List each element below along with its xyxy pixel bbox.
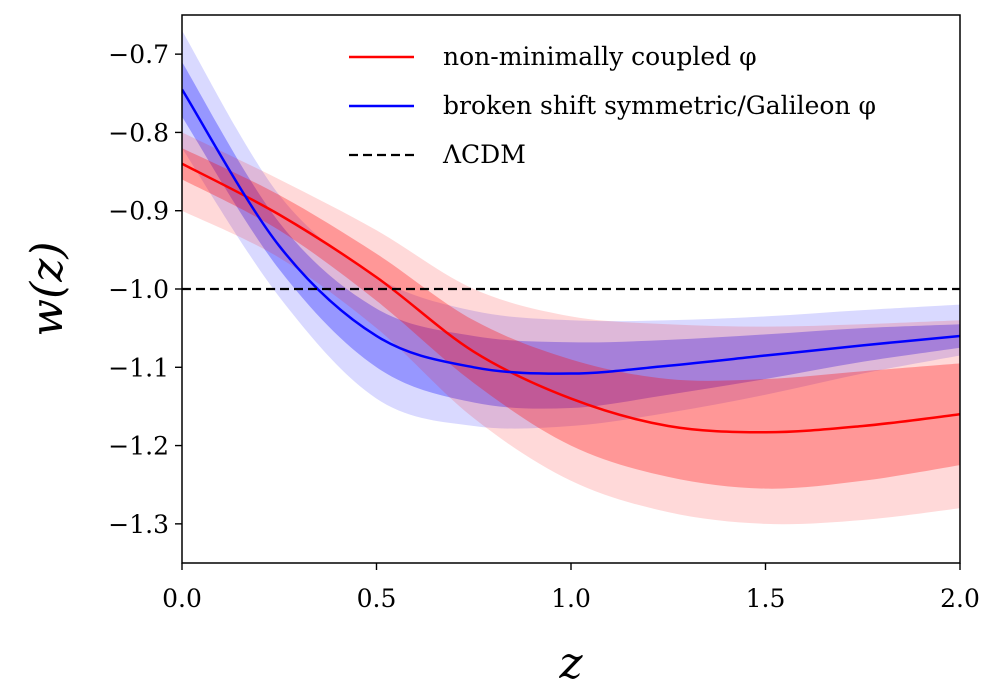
x-tick-label: 0.5 <box>357 584 397 613</box>
y-tick-label: −0.9 <box>108 197 169 226</box>
y-tick-label: −1.0 <box>108 275 169 304</box>
x-tick-label: 1.0 <box>551 584 591 613</box>
legend-label-lcdm: ΛCDM <box>442 140 526 169</box>
confidence-bands <box>182 30 960 525</box>
y-axis-label: w(z) <box>22 241 73 336</box>
nonminimal-line <box>182 162 960 434</box>
nonminimal-band-outer <box>182 132 960 525</box>
x-tick-label: 0.0 <box>162 584 202 613</box>
x-axis-label: z <box>558 638 583 689</box>
y-tick-label: −0.7 <box>108 40 169 69</box>
y-tick-label: −0.8 <box>108 118 169 147</box>
y-tick-label: −1.1 <box>108 353 169 382</box>
nonminimal-band-inner <box>182 148 960 489</box>
legend: non-minimally coupled φ broken shift symm… <box>349 42 876 169</box>
galileon-line <box>182 88 960 375</box>
x-tick-label: 1.5 <box>746 584 786 613</box>
galileon-band-outer <box>182 30 960 429</box>
x-tick-label: 2.0 <box>940 584 980 613</box>
axis-ticks: 0.0 0.5 1.0 1.5 2.0 −0.7 −0.8 −0.9 −1.0 −1.1 −1.2 −… <box>108 40 980 613</box>
y-tick-label: −1.3 <box>108 510 169 539</box>
series-lines <box>182 88 960 434</box>
legend-label-nonminimal: non-minimally coupled φ <box>443 42 757 71</box>
y-tick-label: −1.2 <box>108 432 169 461</box>
legend-label-galileon: broken shift symmetric/Galileon φ <box>443 91 876 120</box>
galileon-band-inner <box>182 61 960 409</box>
